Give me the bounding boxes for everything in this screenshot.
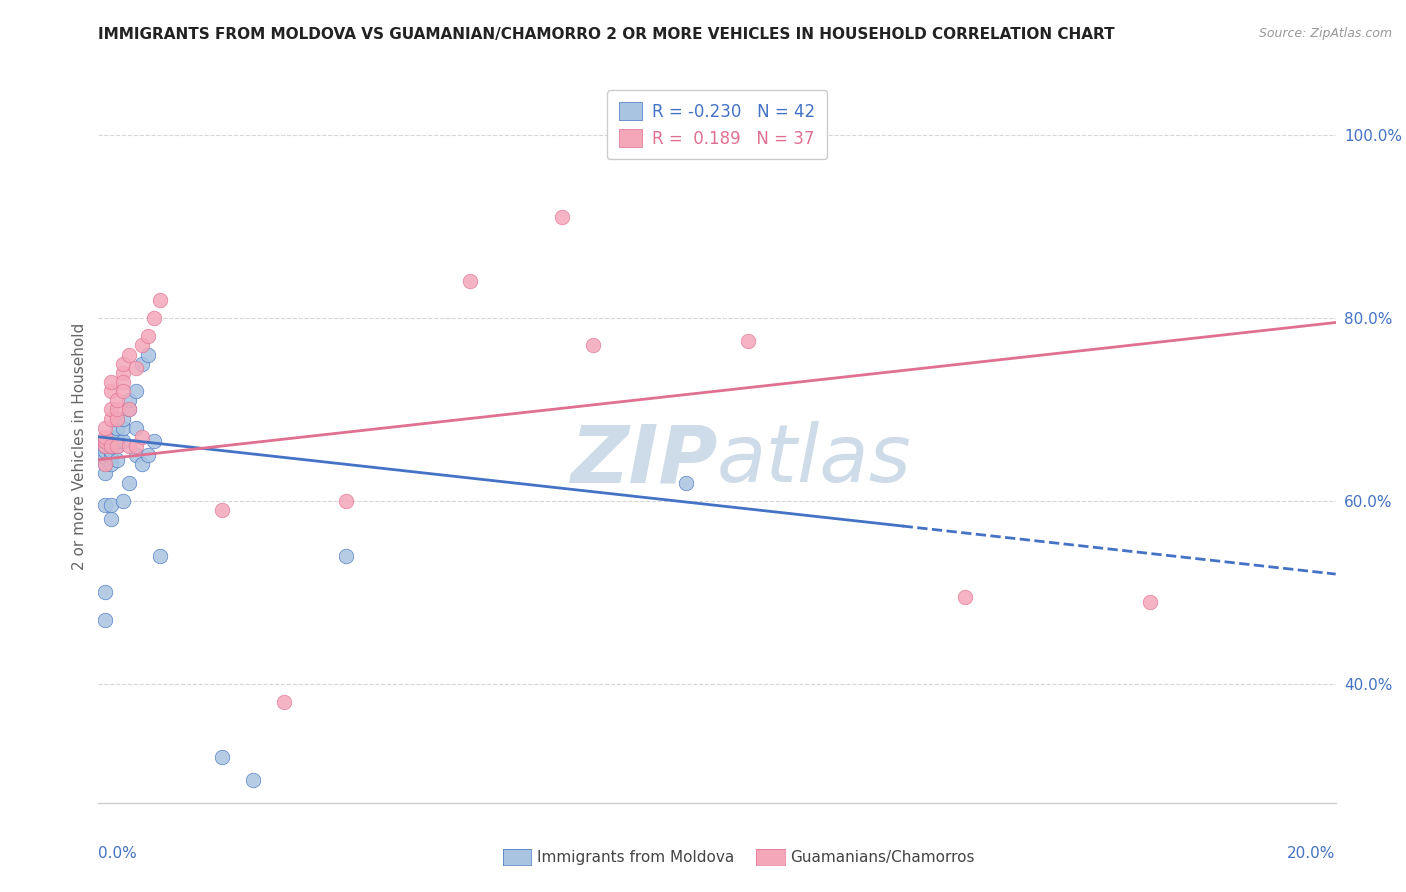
Point [335,494,357,508]
Point [124,384,146,398]
Point [131,458,153,472]
Point [105,420,128,434]
Point [131,430,153,444]
Point [273,695,295,709]
Point [100,411,122,425]
Point [124,420,146,434]
Point [105,434,128,449]
Point [100,512,122,526]
Point [136,347,159,361]
Point [149,549,172,563]
Point [242,772,264,787]
Point [105,393,128,408]
Text: atlas: atlas [717,421,912,500]
Point [100,439,122,453]
Point [112,434,135,449]
Point [211,750,233,764]
Point [100,450,122,464]
Point [93,430,115,444]
Point [93,613,115,627]
Point [675,475,697,490]
Point [100,402,122,417]
Point [93,499,115,513]
Point [93,439,115,453]
Point [112,420,135,434]
Point [112,384,135,398]
Point [93,458,115,472]
Point [93,458,115,472]
Point [105,439,128,453]
Point [131,338,153,352]
Point [118,402,141,417]
Point [953,590,976,604]
Point [112,411,135,425]
Point [100,434,122,449]
Point [211,503,233,517]
Point [105,402,128,417]
Point [105,439,128,453]
Text: ZIP: ZIP [569,421,717,500]
Point [136,329,159,343]
Point [105,430,128,444]
Text: Source: ZipAtlas.com: Source: ZipAtlas.com [1258,27,1392,40]
Point [105,452,128,467]
Point [551,211,574,225]
Point [100,375,122,389]
Point [93,439,115,453]
Point [118,393,141,408]
Point [143,434,166,449]
Y-axis label: 2 or more Vehicles in Household: 2 or more Vehicles in Household [72,322,87,570]
Text: 20.0%: 20.0% [1288,846,1336,861]
Point [118,475,141,490]
Point [124,439,146,453]
Point [93,434,115,449]
Text: IMMIGRANTS FROM MOLDOVA VS GUAMANIAN/CHAMORRO 2 OR MORE VEHICLES IN HOUSEHOLD CO: IMMIGRANTS FROM MOLDOVA VS GUAMANIAN/CHA… [98,27,1115,42]
Point [582,338,605,352]
Point [100,439,122,453]
Text: Immigrants from Moldova: Immigrants from Moldova [537,850,734,864]
Point [124,448,146,462]
Legend: R = -0.230   N = 42, R =  0.189   N = 37: R = -0.230 N = 42, R = 0.189 N = 37 [607,90,827,160]
Point [1139,594,1161,608]
Point [100,458,122,472]
Point [118,439,141,453]
Point [93,450,115,464]
Point [149,293,172,307]
Point [136,448,159,462]
Point [737,334,759,348]
Point [131,357,153,371]
Point [124,361,146,376]
Point [93,420,115,434]
Point [100,384,122,398]
Point [143,310,166,325]
Text: 0.0%: 0.0% [98,846,138,861]
Point [93,434,115,449]
Point [105,411,128,425]
Point [118,347,141,361]
Point [100,443,122,458]
Point [93,585,115,599]
Point [93,467,115,481]
Text: Guamanians/Chamorros: Guamanians/Chamorros [790,850,974,864]
Point [112,494,135,508]
Point [335,549,357,563]
Point [112,357,135,371]
Point [112,366,135,380]
Point [112,375,135,389]
Point [118,402,141,417]
Point [93,443,115,458]
Point [105,411,128,425]
Point [458,274,481,288]
Point [100,499,122,513]
